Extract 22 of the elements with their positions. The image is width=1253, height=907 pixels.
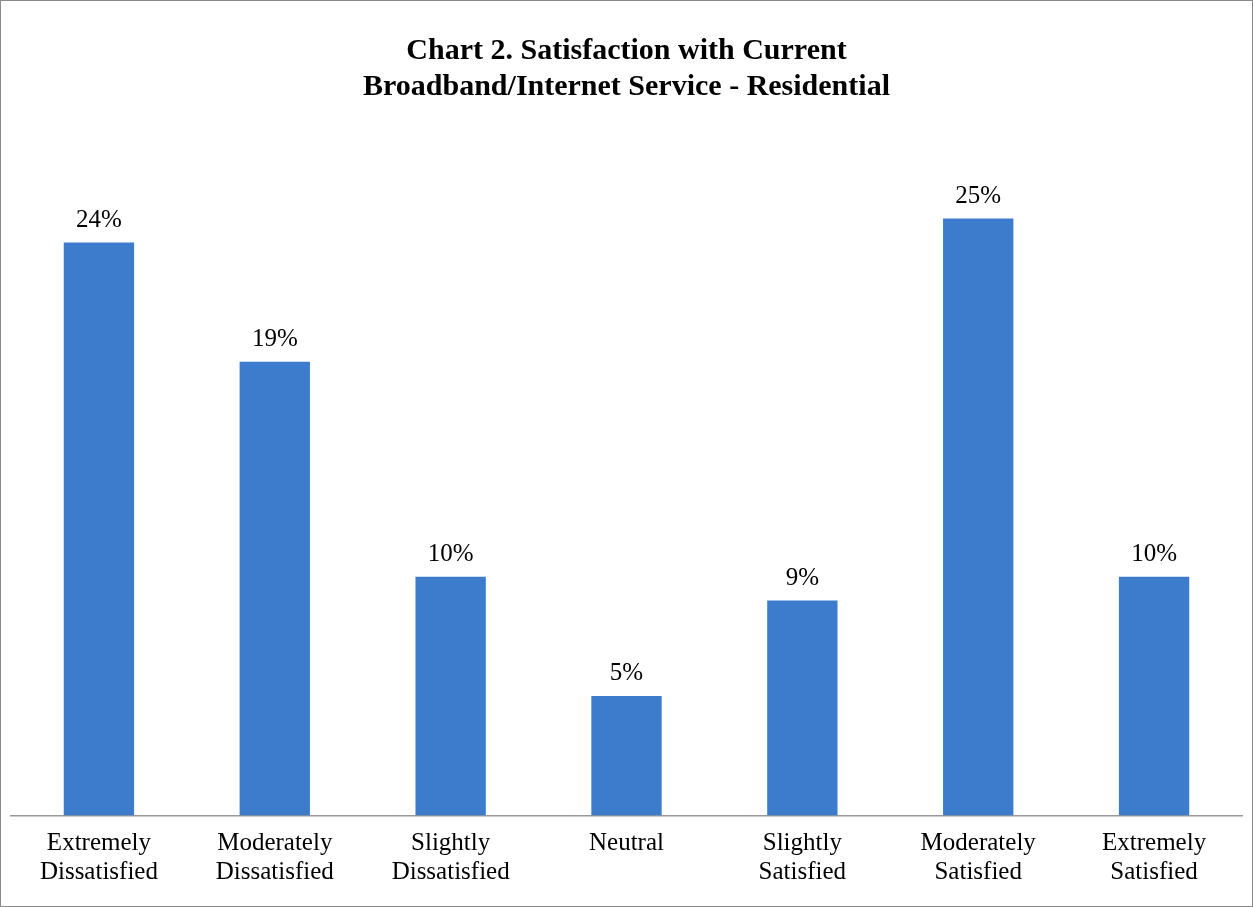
bar <box>943 218 1014 816</box>
x-tick-label: Slightly Dissatisfied <box>391 828 511 885</box>
bar <box>591 696 662 816</box>
x-tick-label: Slightly Satisfied <box>758 828 847 885</box>
x-tick-label: Extremely Dissatisfied <box>39 828 159 885</box>
data-label: 10% <box>1131 538 1177 566</box>
bar <box>1118 576 1190 816</box>
data-label: 5% <box>609 658 644 686</box>
data-label: 10% <box>427 538 474 566</box>
data-label: 9% <box>785 562 820 590</box>
x-tick-label: Extremely Satisfied <box>1102 828 1207 885</box>
data-label: 24% <box>76 204 122 232</box>
bar <box>767 600 838 816</box>
bar <box>239 361 310 816</box>
data-label: 25% <box>955 180 1002 208</box>
data-label: 19% <box>251 323 298 351</box>
x-tick-label: Moderately Dissatisfied <box>215 828 335 885</box>
x-tick-label: Neutral <box>589 828 665 856</box>
bar <box>415 576 486 816</box>
bar <box>63 242 135 816</box>
chart-title: Chart 2. Satisfaction with Current Broadband/Internet Service - Residential <box>362 31 891 103</box>
x-tick-label: Moderately Satisfied <box>920 828 1037 885</box>
